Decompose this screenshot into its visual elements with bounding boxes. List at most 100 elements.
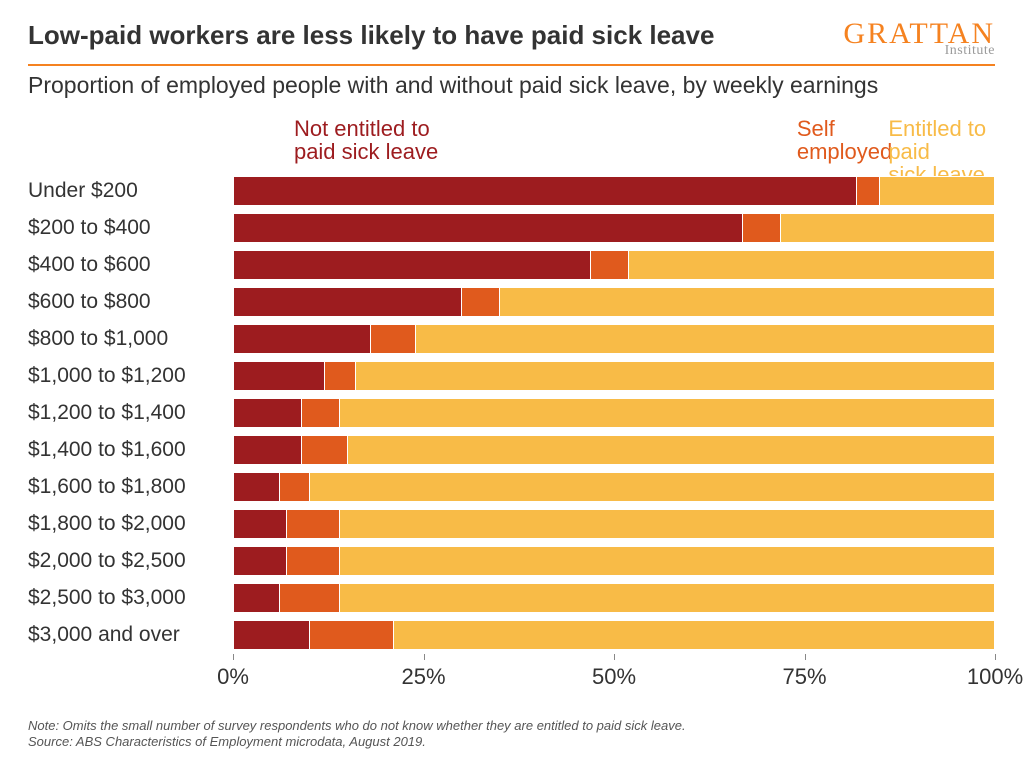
bar-track	[233, 324, 995, 354]
category-label: $2,000 to $2,500	[28, 549, 186, 573]
bar-track	[233, 213, 995, 243]
page: Low-paid workers are less likely to have…	[0, 0, 1023, 768]
category-label: $2,500 to $3,000	[28, 586, 186, 610]
chart: Under $200 $200 to $400 $400 to $600 $600 t…	[28, 117, 995, 694]
category-label: Under $200	[28, 179, 138, 203]
category-label: $600 to $800	[28, 290, 151, 314]
bar-row	[233, 321, 995, 358]
bar-segment-self-employed	[302, 436, 348, 464]
category-label: $1,200 to $1,400	[28, 401, 186, 425]
bar-row	[233, 284, 995, 321]
bar-segment-not-entitled	[234, 325, 371, 353]
bar-track	[233, 176, 995, 206]
bar-segment-not-entitled	[234, 436, 302, 464]
bar-track	[233, 583, 995, 613]
bar-segment-self-employed	[371, 325, 417, 353]
bar-track	[233, 620, 995, 650]
bar-segment-self-employed	[287, 510, 340, 538]
legend-item: Not entitled topaid sick leave	[294, 117, 438, 163]
x-tick	[614, 654, 615, 660]
header: Low-paid workers are less likely to have…	[28, 20, 995, 58]
legend-item: Selfemployed	[797, 117, 892, 163]
bar-track	[233, 472, 995, 502]
source-line: Source: ABS Characteristics of Employmen…	[28, 734, 686, 750]
bar-track	[233, 250, 995, 280]
bar-segment-entitled	[340, 510, 994, 538]
bar-segment-not-entitled	[234, 621, 310, 649]
bar-segment-entitled	[340, 547, 994, 575]
x-tick	[233, 654, 234, 660]
bar-row	[233, 469, 995, 506]
bar-segment-self-employed	[287, 547, 340, 575]
x-tick-label: 100%	[967, 664, 1023, 690]
bar-track	[233, 435, 995, 465]
subtitle: Proportion of employed people with and w…	[28, 72, 995, 99]
bar-segment-entitled	[416, 325, 994, 353]
x-tick-label: 25%	[401, 664, 445, 690]
category-label: $1,600 to $1,800	[28, 475, 186, 499]
legend: Not entitled topaid sick leave Selfemploy…	[233, 117, 995, 171]
bar-segment-self-employed	[280, 584, 341, 612]
bar-segment-not-entitled	[234, 288, 462, 316]
bar-segment-self-employed	[310, 621, 394, 649]
bar-segment-self-employed	[857, 177, 880, 205]
bar-track	[233, 398, 995, 428]
x-tick-label: 75%	[782, 664, 826, 690]
bar-segment-not-entitled	[234, 473, 280, 501]
category-label: $200 to $400	[28, 216, 151, 240]
bar-row	[233, 580, 995, 617]
bar-row	[233, 506, 995, 543]
bar-segment-not-entitled	[234, 547, 287, 575]
bar-segment-self-employed	[325, 362, 355, 390]
bar-segment-entitled	[500, 288, 994, 316]
bar-row	[233, 210, 995, 247]
x-tick	[805, 654, 806, 660]
page-title: Low-paid workers are less likely to have…	[28, 20, 714, 51]
bar-row	[233, 617, 995, 654]
category-label: $800 to $1,000	[28, 327, 168, 351]
category-label: $1,800 to $2,000	[28, 512, 186, 536]
bar-track	[233, 546, 995, 576]
bar-segment-self-employed	[462, 288, 500, 316]
x-axis: 0%25%50%75%100%	[233, 660, 995, 694]
x-tick-label: 50%	[592, 664, 636, 690]
category-label: $3,000 and over	[28, 623, 180, 647]
note-line: Note: Omits the small number of survey r…	[28, 718, 686, 734]
bar-segment-entitled	[781, 214, 994, 242]
bar-segment-not-entitled	[234, 399, 302, 427]
bar-segment-self-employed	[280, 473, 310, 501]
bar-row	[233, 358, 995, 395]
bar-segment-self-employed	[591, 251, 629, 279]
divider	[28, 64, 995, 66]
x-tick	[424, 654, 425, 660]
bar-segment-entitled	[629, 251, 994, 279]
bar-track	[233, 287, 995, 317]
bar-segment-self-employed	[302, 399, 340, 427]
bar-segment-not-entitled	[234, 584, 280, 612]
bar-segment-not-entitled	[234, 251, 591, 279]
bar-row	[233, 247, 995, 284]
category-label: $400 to $600	[28, 253, 151, 277]
bar-segment-entitled	[348, 436, 994, 464]
bar-segment-entitled	[310, 473, 994, 501]
logo: GRATTAN Institute	[843, 20, 995, 58]
bar-segment-entitled	[394, 621, 994, 649]
bar-segment-entitled	[356, 362, 994, 390]
category-label: $1,400 to $1,600	[28, 438, 186, 462]
x-tick-label: 0%	[217, 664, 249, 690]
bar-segment-not-entitled	[234, 362, 325, 390]
bar-row	[233, 173, 995, 210]
bar-segment-entitled	[340, 399, 994, 427]
bars	[233, 173, 995, 654]
bar-segment-self-employed	[743, 214, 781, 242]
x-tick	[995, 654, 996, 660]
bar-row	[233, 543, 995, 580]
bar-segment-not-entitled	[234, 510, 287, 538]
bar-track	[233, 361, 995, 391]
bar-row	[233, 432, 995, 469]
y-axis-labels: Under $200 $200 to $400 $400 to $600 $600 t…	[28, 117, 233, 694]
plot: Not entitled topaid sick leave Selfemploy…	[233, 117, 995, 694]
bar-segment-not-entitled	[234, 177, 857, 205]
category-label: $1,000 to $1,200	[28, 364, 186, 388]
bar-row	[233, 395, 995, 432]
